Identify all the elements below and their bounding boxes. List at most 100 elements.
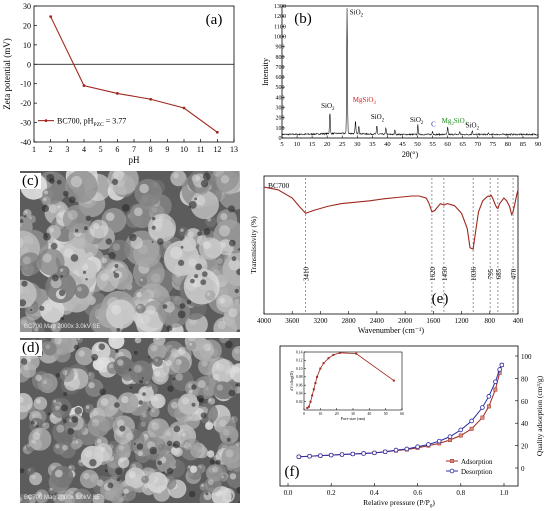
sem-highlight	[111, 338, 117, 342]
bet-desorption-point	[480, 405, 485, 410]
sem-pore	[200, 179, 209, 188]
sem-pore	[107, 482, 114, 489]
sem-highlight	[133, 364, 142, 373]
xrd-peak-annotation-part: 2	[361, 14, 364, 19]
sem-highlight	[153, 396, 159, 402]
sem-pore	[20, 219, 24, 224]
bet-y-tick-label: 20	[521, 443, 529, 451]
zeta-point	[182, 106, 186, 110]
inset-y-tick-label: 0.06	[296, 383, 303, 387]
ftir-spectrum-chart: 4000 3600 3200 2800 2400 2000 1600 1200 800 400 34…	[250, 175, 524, 335]
sem-particle	[150, 393, 166, 409]
sem-highlight	[201, 484, 204, 487]
sem-particle	[56, 204, 65, 213]
sem-pore	[157, 460, 162, 466]
sem-highlight	[116, 419, 125, 428]
ftir-y-axis-label: Transmissivity (%)	[250, 216, 258, 274]
sem-highlight	[140, 314, 151, 325]
sem-highlight	[165, 431, 172, 437]
sem-highlight	[201, 360, 208, 367]
sem-pore	[162, 471, 165, 474]
ftir-x-tick-label: 1200	[455, 317, 470, 325]
sem-highlight	[225, 449, 234, 458]
inset-x-tick-label: 10	[318, 412, 322, 416]
bet-adsorption-point	[458, 433, 463, 438]
xrd-peak-annotation-part: SiO	[466, 121, 477, 129]
sem-pore	[162, 304, 168, 309]
zeta-x-tick-label: 10	[180, 145, 188, 154]
sem-pore	[83, 226, 88, 231]
sem-pore	[226, 437, 231, 442]
sem-particle	[41, 196, 51, 206]
xrd-peak-annotation: SiO2	[371, 113, 385, 123]
sem-highlight	[20, 237, 24, 249]
sem-particle	[87, 415, 110, 437]
sem-particle	[180, 438, 202, 461]
sem-pore	[85, 278, 88, 281]
xrd-y-axis-label: Intensity	[261, 58, 270, 86]
sem-highlight	[77, 338, 80, 341]
xrd-plot-frame	[281, 5, 539, 139]
bet-adsorption-point	[493, 387, 498, 392]
sem-pore	[21, 280, 28, 287]
inset-point	[319, 367, 322, 370]
sem-highlight	[67, 209, 78, 220]
sem-pore	[24, 215, 27, 218]
sem-pore	[191, 384, 197, 390]
sem-particle	[108, 338, 125, 349]
sem-highlight	[195, 195, 206, 206]
sem-pore	[113, 271, 116, 274]
sem-particle	[184, 413, 200, 429]
sem-highlight	[187, 231, 194, 238]
xrd-peak-annotation-part: 4	[465, 122, 468, 127]
sem-pore	[139, 379, 143, 384]
zeta-y-tick-label: 0	[27, 60, 31, 69]
sem-particle	[75, 347, 94, 366]
inset-series-line	[307, 352, 395, 409]
bet-desorption-point	[426, 442, 431, 447]
sem-pore	[228, 389, 236, 397]
sem-particle	[89, 219, 109, 239]
sem-highlight	[45, 344, 51, 349]
sem-pore	[238, 501, 240, 503]
ftir-x-tick-label: 400	[513, 317, 524, 325]
zeta-x-tick-label: 5	[99, 145, 103, 154]
bet-desorption-point	[382, 449, 388, 455]
zeta-x-axis-label: pH	[129, 155, 141, 165]
sem-particle	[222, 252, 240, 287]
inset-y-tick-label: 0.08	[296, 375, 303, 379]
sem-pore	[63, 190, 69, 197]
sem-highlight	[112, 243, 121, 251]
sem-pore	[142, 392, 146, 396]
xrd-x-tick-label: 75	[490, 141, 497, 148]
sem-highlight	[216, 258, 223, 264]
sem-particle	[28, 427, 52, 451]
bet-y-tick-label: 0	[521, 465, 525, 473]
sem-caption-d: BC700 Mag 2000x 3.0kV SE	[24, 495, 101, 501]
sem-particle	[117, 392, 139, 414]
panel-label-f: (f)	[285, 464, 300, 480]
xrd-y-tick-label: 0	[279, 136, 282, 142]
sem-particle	[162, 357, 181, 375]
sem-highlight	[56, 424, 65, 433]
panel-label-b: (b)	[294, 11, 312, 27]
sem-particle	[31, 324, 45, 332]
bet-desorption-point	[447, 434, 453, 439]
xrd-peak-annotation-part: SiO	[454, 117, 465, 125]
sem-particle	[162, 428, 179, 445]
sem-pore	[197, 231, 203, 236]
zeta-legend-text-part: = 3.77	[104, 117, 127, 126]
xrd-peak-annotation-part: 2	[332, 107, 335, 112]
xrd-x-tick-label: 55	[429, 141, 436, 148]
sem-highlight	[221, 475, 224, 479]
zeta-point	[115, 92, 119, 95]
sem-particle	[113, 425, 133, 445]
sem-highlight	[20, 396, 24, 404]
sem-highlight	[44, 302, 53, 312]
inset-point	[316, 375, 319, 378]
sem-pore	[119, 425, 126, 432]
xrd-y-tick-label: 1300	[274, 4, 286, 10]
sem-highlight	[62, 369, 68, 376]
bet-y-tick-label: 100	[521, 353, 532, 361]
sem-highlight	[218, 225, 231, 237]
